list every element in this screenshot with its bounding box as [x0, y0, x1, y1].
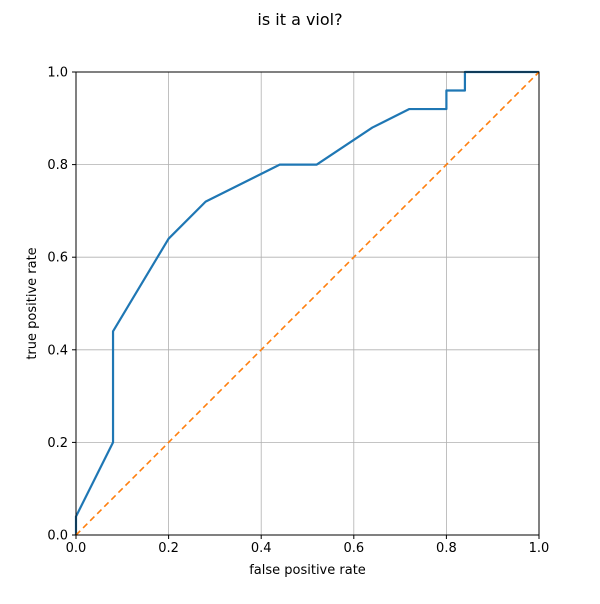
x-axis-label: false positive rate [249, 563, 366, 578]
y-tick-label: 1.0 [47, 66, 68, 81]
y-tick-label: 0.4 [47, 343, 68, 358]
y-axis-label: true positive rate [25, 247, 40, 359]
x-tick-label: 0.2 [158, 541, 179, 556]
x-tick-label: 0.6 [343, 541, 364, 556]
roc-curve-line [74, 70, 539, 535]
chance-diagonal-line [75, 71, 540, 536]
plot-frame [75, 71, 540, 536]
x-tick-label: 0.0 [66, 541, 87, 556]
x-tick-label: 0.4 [251, 541, 272, 556]
x-tick-label: 1.0 [529, 541, 550, 556]
x-tick-label: 0.8 [436, 541, 457, 556]
chart-title: is it a viol? [257, 10, 342, 29]
x-axis: 0.0 0.2 0.4 0.6 0.8 1.0 [66, 535, 550, 556]
series-layer [74, 70, 540, 536]
plot-area-background [76, 72, 539, 535]
y-tick-label: 0.6 [47, 251, 68, 266]
y-tick-label: 0.0 [47, 529, 68, 544]
y-tick-label: 0.8 [47, 158, 68, 173]
y-tick-label: 0.2 [47, 436, 68, 451]
y-axis: 0.0 0.2 0.4 0.6 0.8 1.0 [47, 66, 76, 544]
